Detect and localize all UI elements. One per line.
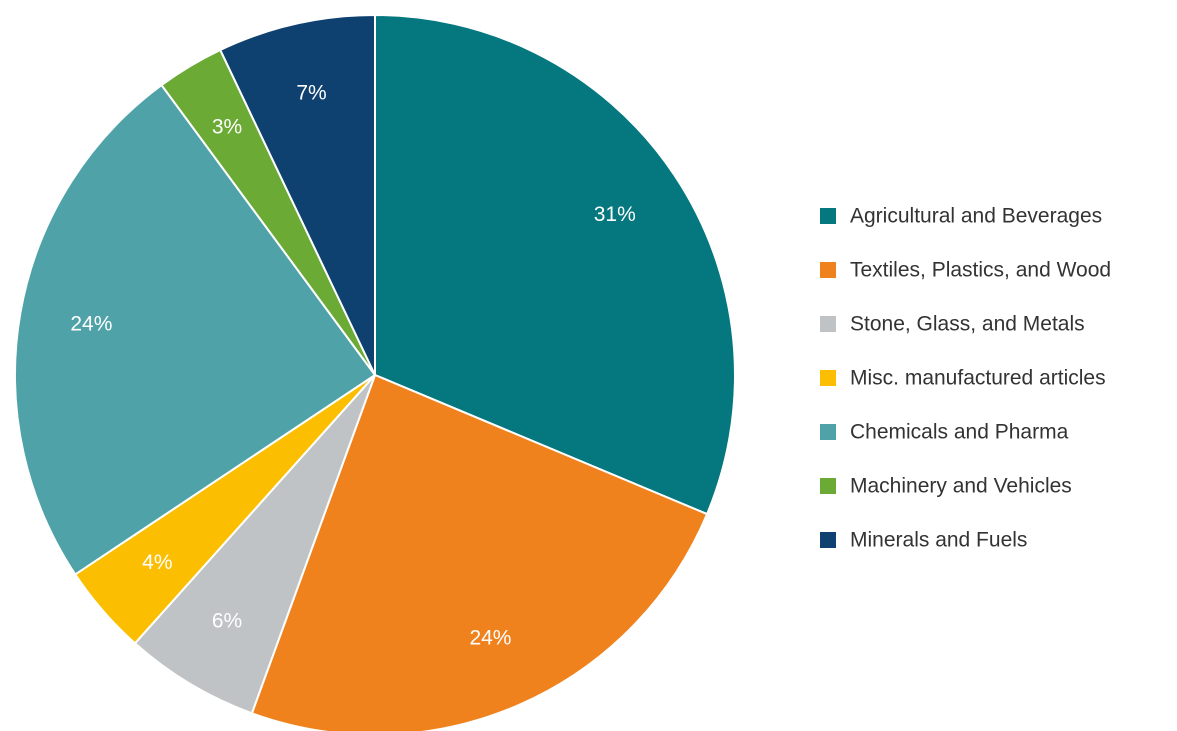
legend-text: Textiles, Plastics, and Wood xyxy=(850,259,1111,282)
legend-text: Agricultural and Beverages xyxy=(850,205,1102,228)
legend-text: Machinery and Vehicles xyxy=(850,475,1072,498)
pie-label: 4% xyxy=(142,551,172,574)
pie-slice xyxy=(133,374,376,715)
pie-label: 24% xyxy=(469,626,511,649)
legend-text: Minerals and Fuels xyxy=(850,529,1027,552)
legend-text: Chemicals and Pharma xyxy=(850,421,1069,444)
legend-swatch xyxy=(820,316,836,332)
pie-label: 7% xyxy=(296,82,326,105)
pie-label: 6% xyxy=(212,610,242,633)
pie-label: 3% xyxy=(212,115,242,138)
pie-label: 24% xyxy=(70,313,112,336)
legend-text: Stone, Glass, and Metals xyxy=(850,313,1085,336)
legend-swatch xyxy=(820,424,836,440)
pie-slice xyxy=(374,13,736,516)
pie-label: 31% xyxy=(594,203,636,226)
legend-swatch xyxy=(820,370,836,386)
legend-swatch xyxy=(820,262,836,278)
legend-text: Misc. manufactured articles xyxy=(850,367,1106,390)
legend-swatch xyxy=(820,208,836,224)
legend-swatch xyxy=(820,532,836,548)
pie-slice xyxy=(14,83,377,576)
pie-slice xyxy=(218,13,376,376)
legend-swatch xyxy=(820,478,836,494)
